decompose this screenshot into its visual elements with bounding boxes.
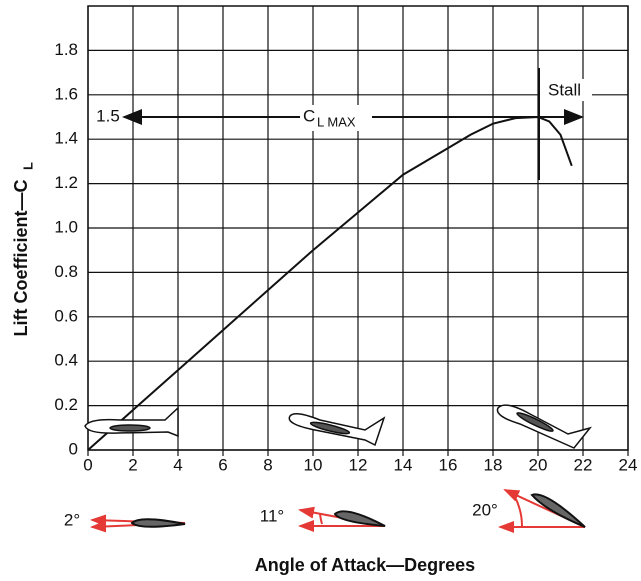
y-tick-label: 0.4	[54, 351, 78, 370]
x-tick-label: 24	[619, 455, 638, 474]
y-tick-label: 0.2	[54, 395, 78, 414]
y-tick-label: 0.6	[54, 306, 78, 325]
lift-curve	[87, 115, 573, 451]
y-tick-label: 0	[69, 439, 78, 458]
x-tick-label: 20	[529, 455, 548, 474]
x-tick-label: 8	[263, 455, 272, 474]
x-tick-label: 2	[128, 455, 137, 474]
x-tick-label: 14	[394, 455, 413, 474]
x-tick-label: 22	[574, 455, 593, 474]
x-tick-label: 16	[439, 455, 458, 474]
stall-label: Stall	[548, 80, 581, 99]
y-tick-label: 1.0	[54, 217, 78, 236]
label-bg	[296, 105, 376, 131]
airplane-icons	[84, 404, 593, 449]
x-tick-label: 10	[304, 455, 323, 474]
x-tick-label: 4	[173, 455, 182, 474]
label-bg	[92, 106, 124, 128]
angle-label: 20°	[472, 500, 498, 519]
label-bg	[540, 79, 592, 101]
clmax-value: 1.5	[96, 106, 120, 125]
y-axis-label: Lift Coefficient—C	[11, 180, 31, 337]
y-tick-label: 1.2	[54, 173, 78, 192]
x-tick-label: 12	[349, 455, 368, 474]
airfoil-diagrams	[90, 489, 586, 533]
y-tick-label: 1.4	[54, 129, 78, 148]
x-tick-label: 6	[218, 455, 227, 474]
clmax-label: C	[303, 106, 315, 125]
y-tick-label: 1.8	[54, 40, 78, 59]
angle-label: 2°	[64, 510, 80, 529]
y-axis-label-sub: L	[20, 162, 35, 170]
y-tick-label: 0.8	[54, 262, 78, 281]
y-tick-label: 1.6	[54, 84, 78, 103]
x-tick-label: 0	[83, 455, 92, 474]
angle-label: 11°	[260, 506, 284, 525]
clmax-label-sub: L MAX	[317, 114, 356, 129]
x-axis-label: Angle of Attack—Degrees	[255, 555, 475, 575]
x-tick-label: 18	[484, 455, 503, 474]
